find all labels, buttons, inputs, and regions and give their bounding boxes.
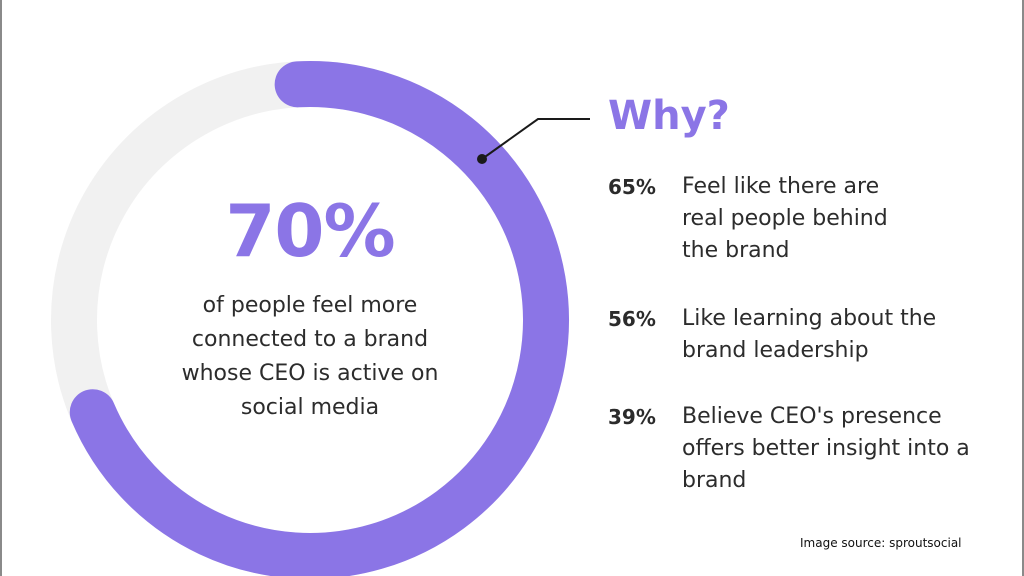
reason-text: Like learning about the brand leadership (682, 306, 937, 363)
image-source: Image source: sproutsocial (800, 536, 962, 550)
why-heading: Why? (608, 93, 730, 139)
left-border (0, 0, 2, 576)
reason-percentage: 56% (608, 307, 656, 331)
center-block: 70% of people feel more connected to a b… (150, 195, 470, 425)
reason-item: 39% Believe CEO's presence offers better… (608, 401, 978, 497)
callout-dot (477, 154, 487, 164)
reason-text: Feel like there are real people behind t… (682, 174, 888, 263)
main-percentage: 70% (225, 189, 395, 273)
right-border (1022, 0, 1024, 576)
reason-percentage: 39% (608, 405, 656, 429)
reason-percentage: 65% (608, 175, 656, 199)
callout-line (481, 118, 590, 160)
reason-item: 56% Like learning about the brand leader… (608, 303, 942, 367)
reason-item: 65% Feel like there are real people behi… (608, 171, 912, 267)
main-caption: of people feel more connected to a brand… (181, 293, 439, 420)
donut-value-arc (69, 61, 569, 576)
reason-text: Believe CEO's presence offers better ins… (682, 404, 970, 493)
